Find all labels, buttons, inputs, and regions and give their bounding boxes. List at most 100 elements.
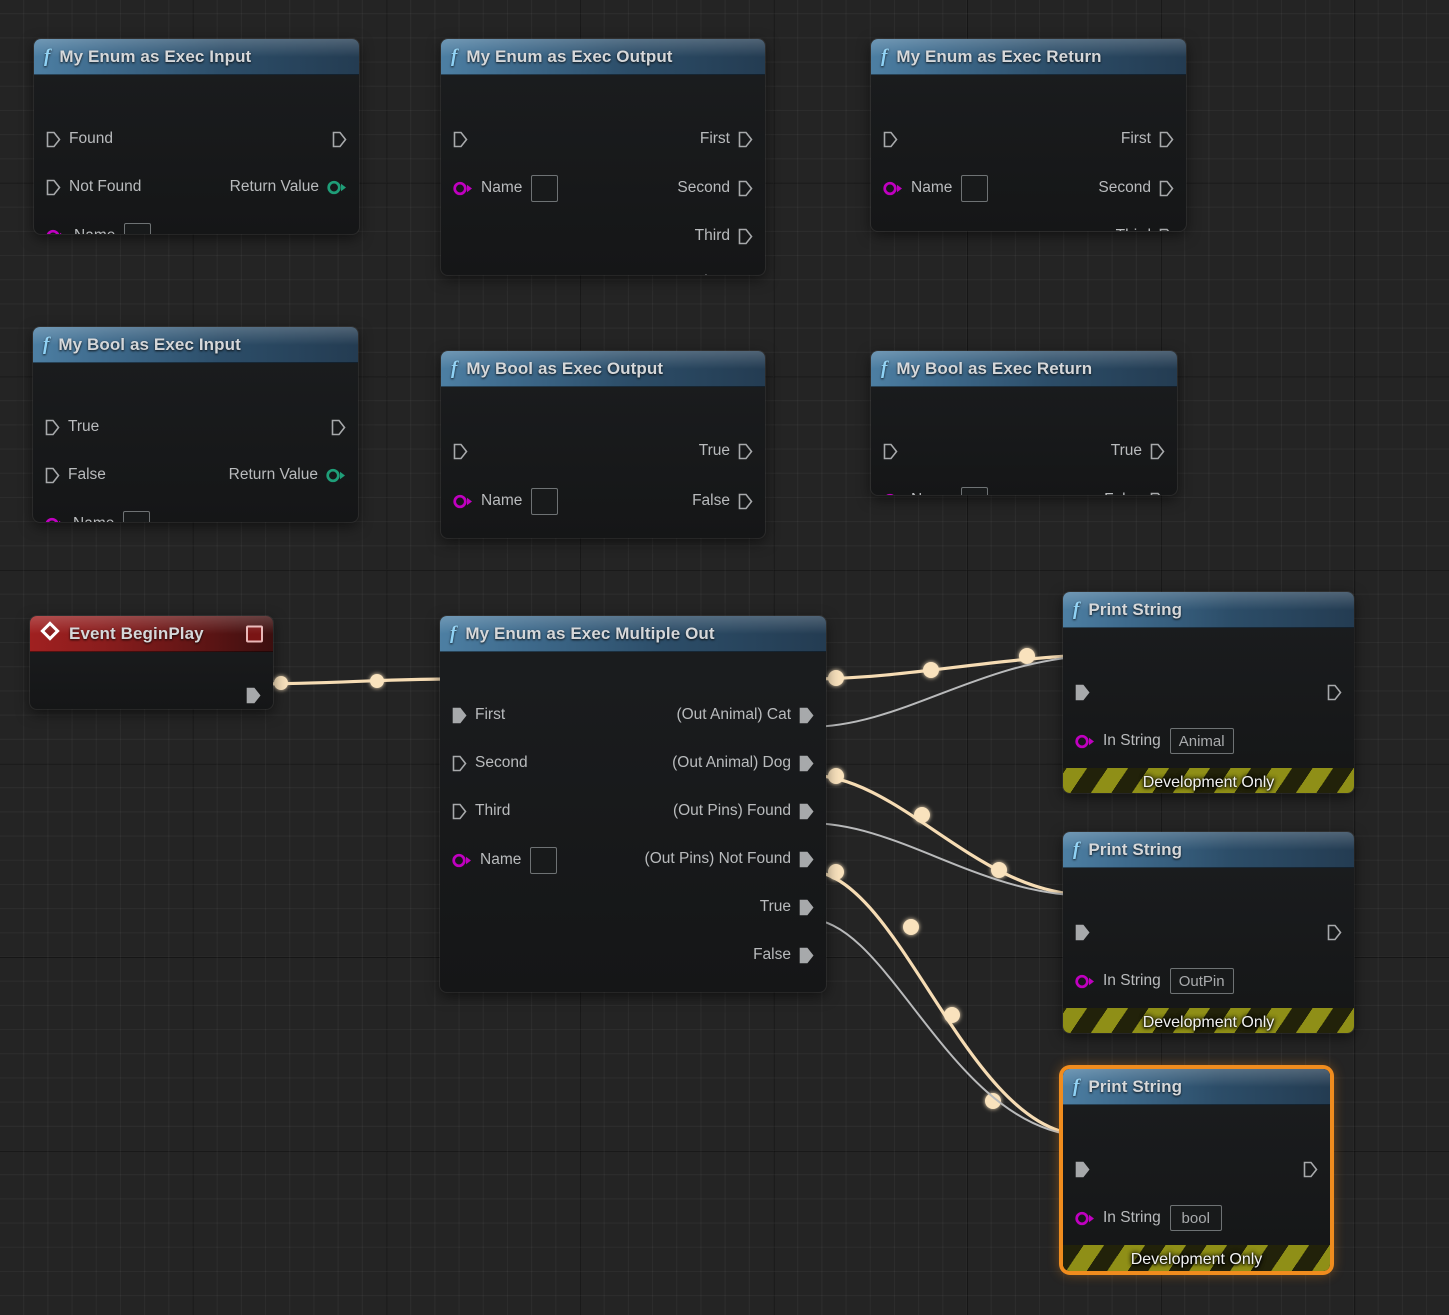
pin-row-exec-out[interactable] <box>246 683 261 707</box>
name-value-input[interactable] <box>531 174 559 202</box>
name-pin-icon[interactable] <box>883 493 903 495</box>
string-pin-icon[interactable] <box>1075 974 1095 989</box>
pin-row-exec-in[interactable] <box>883 127 898 151</box>
exec-pin-icon[interactable] <box>1075 924 1090 941</box>
return-pin-icon[interactable] <box>733 275 753 276</box>
node-title-bar[interactable]: Event BeginPlay <box>30 616 273 652</box>
exec-pin-icon[interactable] <box>331 419 346 436</box>
node-my-enum-as-exec-return[interactable]: f My Enum as Exec Return Name First <box>871 39 1186 231</box>
pin-row-exec-out[interactable] <box>331 415 346 439</box>
pin-row-exec-in[interactable] <box>1075 920 1090 944</box>
pin-row-second[interactable]: Second <box>677 176 753 200</box>
pin-row-in-string[interactable]: In String OutPin <box>1075 968 1234 994</box>
node-title-bar[interactable]: f My Enum as Exec Multiple Out <box>440 616 826 652</box>
exec-pin-icon[interactable] <box>799 755 814 772</box>
string-pin-icon[interactable] <box>1075 734 1095 749</box>
pin-row-true[interactable]: True <box>699 439 753 463</box>
pin-row-first[interactable]: First <box>700 127 753 151</box>
return-pin-icon[interactable] <box>327 180 347 195</box>
pin-row-exec-out[interactable] <box>1327 920 1342 944</box>
node-title-bar[interactable]: f My Bool as Exec Return <box>871 351 1177 387</box>
exec-pin-icon[interactable] <box>452 755 467 772</box>
name-value-input[interactable] <box>123 510 151 522</box>
stop-square-icon[interactable] <box>246 625 263 642</box>
pin-row-exec-in[interactable] <box>883 439 898 463</box>
node-title-bar[interactable]: f My Enum as Exec Return <box>871 39 1186 75</box>
exec-pin-icon[interactable] <box>1159 228 1174 231</box>
exec-pin-icon[interactable] <box>1159 131 1174 148</box>
pin-row-exec-in[interactable] <box>453 439 468 463</box>
pin-row-out-pins-found[interactable]: (Out Pins) Found <box>673 799 814 823</box>
exec-pin-icon[interactable] <box>883 443 898 460</box>
pin-row-name[interactable]: Name <box>883 174 989 202</box>
pin-row-first[interactable]: First <box>452 703 505 727</box>
return-pin-icon[interactable] <box>326 468 346 483</box>
node-event-begin-play[interactable]: Event BeginPlay <box>30 616 273 709</box>
exec-pin-icon[interactable] <box>883 131 898 148</box>
in-string-input[interactable]: bool <box>1169 1205 1222 1231</box>
node-title-bar[interactable]: f My Bool as Exec Output <box>441 351 765 387</box>
node-title-bar[interactable]: f My Enum as Exec Input <box>34 39 359 75</box>
node-my-enum-as-exec-output[interactable]: f My Enum as Exec Output Name First <box>441 39 765 275</box>
pin-row-return-value[interactable]: Return Value <box>636 534 753 538</box>
name-value-input[interactable] <box>531 487 559 515</box>
exec-pin-icon[interactable] <box>738 493 753 510</box>
exec-pin-icon[interactable] <box>1075 684 1090 701</box>
pin-row-third[interactable]: Third <box>452 799 510 823</box>
pin-row-false[interactable]: False <box>1104 488 1165 495</box>
pin-row-true[interactable]: True <box>760 895 814 919</box>
name-pin-icon[interactable] <box>453 181 473 196</box>
pin-row-not-found[interactable]: Not Found <box>46 175 141 199</box>
exec-pin-icon[interactable] <box>1303 1161 1318 1178</box>
exec-pin-icon[interactable] <box>46 179 61 196</box>
exec-pin-icon[interactable] <box>799 899 814 916</box>
pin-row-return-value[interactable]: Return Value <box>230 175 347 199</box>
pin-row-true[interactable]: True <box>1111 439 1165 463</box>
node-my-bool-as-exec-return[interactable]: f My Bool as Exec Return Name True <box>871 351 1177 495</box>
pin-row-in-string[interactable]: In String Animal <box>1075 728 1234 754</box>
pin-row-name[interactable]: Name <box>46 222 152 234</box>
pin-row-name[interactable]: Name <box>453 174 559 202</box>
node-print-string-outpin[interactable]: f Print String In String OutPin <box>1063 832 1354 1033</box>
pin-row-true[interactable]: True <box>45 415 99 439</box>
node-title-bar[interactable]: f My Enum as Exec Output <box>441 39 765 75</box>
pin-row-out-animal-dog[interactable]: (Out Animal) Dog <box>672 751 814 775</box>
pin-row-first[interactable]: First <box>1121 127 1174 151</box>
pin-row-exec-out[interactable] <box>332 127 347 151</box>
exec-pin-icon[interactable] <box>738 228 753 245</box>
node-print-string-bool[interactable]: f Print String In String bool <box>1063 1069 1330 1271</box>
node-my-bool-as-exec-input[interactable]: f My Bool as Exec Input True False Nam <box>33 327 358 522</box>
pin-row-exec-in[interactable] <box>453 127 468 151</box>
pin-row-second[interactable]: Second <box>1098 176 1174 200</box>
node-my-enum-as-exec-input[interactable]: f My Enum as Exec Input Found Not Found <box>34 39 359 234</box>
pin-row-exec-out[interactable] <box>1327 680 1342 704</box>
exec-pin-icon[interactable] <box>738 131 753 148</box>
name-value-input[interactable] <box>124 222 152 234</box>
name-value-input[interactable] <box>961 486 989 495</box>
name-pin-icon[interactable] <box>46 229 66 234</box>
pin-row-name[interactable]: Name <box>45 510 151 522</box>
exec-pin-icon[interactable] <box>453 443 468 460</box>
pin-row-exec-in[interactable] <box>1075 1157 1090 1181</box>
exec-pin-icon[interactable] <box>738 443 753 460</box>
node-my-bool-as-exec-output[interactable]: f My Bool as Exec Output Name True <box>441 351 765 538</box>
node-title-bar[interactable]: f Print String <box>1063 1069 1330 1105</box>
exec-pin-icon[interactable] <box>45 467 60 484</box>
exec-pin-icon[interactable] <box>799 851 814 868</box>
exec-pin-icon[interactable] <box>46 131 61 148</box>
node-title-bar[interactable]: f Print String <box>1063 592 1354 628</box>
pin-row-found[interactable]: Found <box>46 127 113 151</box>
exec-pin-icon[interactable] <box>1327 924 1342 941</box>
pin-row-second[interactable]: Second <box>452 751 528 775</box>
pin-row-exec-in[interactable] <box>1075 680 1090 704</box>
exec-pin-icon[interactable] <box>246 687 261 704</box>
exec-pin-icon[interactable] <box>1075 1161 1090 1178</box>
node-title-bar[interactable]: f My Bool as Exec Input <box>33 327 358 363</box>
pin-row-false[interactable]: False <box>753 943 814 967</box>
pin-row-name[interactable]: Name <box>452 846 558 874</box>
name-pin-icon[interactable] <box>453 494 473 509</box>
pin-row-third[interactable]: Third <box>695 224 753 248</box>
pin-row-return-value[interactable]: Return Value <box>229 463 346 487</box>
pin-row-result[interactable]: Result <box>742 990 814 992</box>
